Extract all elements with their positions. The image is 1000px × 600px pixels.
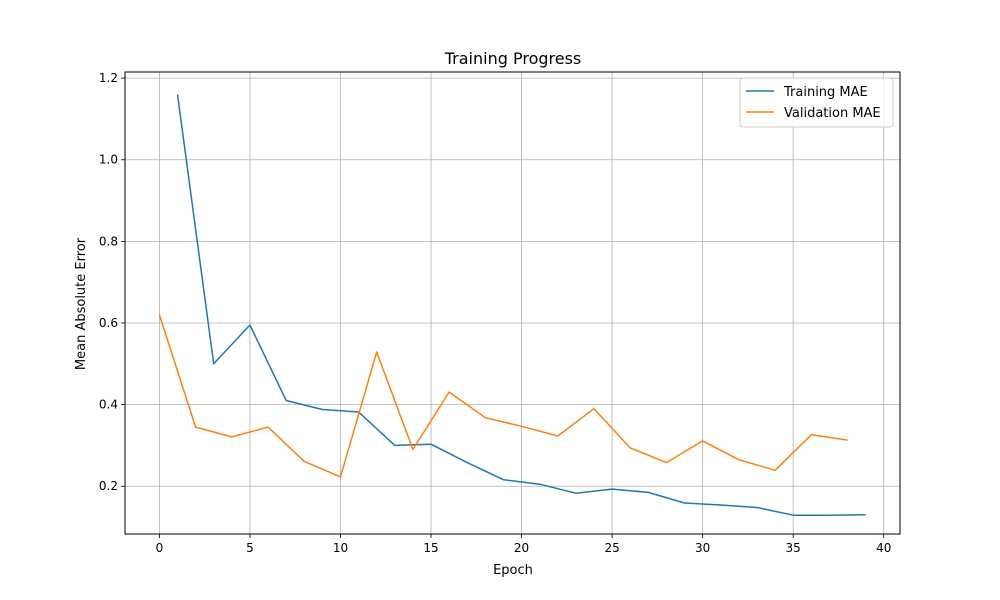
y-tick-label: 0.8 (99, 234, 118, 248)
x-tick-label: 5 (246, 541, 254, 555)
x-axis-ticks: 0 5 10 15 20 25 30 35 40 (156, 534, 891, 555)
y-tick-label: 0.2 (99, 479, 118, 493)
grid (125, 72, 900, 534)
y-axis-label: Mean Absolute Error (74, 237, 89, 370)
x-tick-label: 15 (423, 541, 438, 555)
x-tick-label: 30 (695, 541, 710, 555)
x-tick-label: 10 (333, 541, 348, 555)
legend-label: Training MAE (783, 85, 868, 100)
y-axis-ticks: 0.2 0.4 0.6 0.8 1.0 1.2 (99, 71, 125, 493)
y-tick-label: 0.4 (99, 398, 118, 412)
x-tick-label: 40 (876, 541, 891, 555)
plot-frame (124, 71, 901, 535)
x-tick-label: 20 (514, 541, 529, 555)
series-lines (158, 94, 866, 516)
x-tick-label: 0 (156, 541, 164, 555)
series-line-1 (158, 314, 848, 478)
x-tick-label: 35 (786, 541, 801, 555)
y-tick-label: 1.2 (99, 71, 118, 85)
x-axis-label: Epoch (493, 563, 533, 578)
series-line-0 (176, 94, 866, 516)
y-tick-label: 1.0 (99, 153, 118, 167)
chart-title: Training Progress (444, 49, 582, 68)
legend-box (739, 77, 894, 128)
legend: Training MAE Validation MAE (739, 77, 894, 128)
x-tick-label: 25 (604, 541, 619, 555)
y-tick-label: 0.6 (99, 316, 118, 330)
legend-label: Validation MAE (784, 106, 881, 121)
